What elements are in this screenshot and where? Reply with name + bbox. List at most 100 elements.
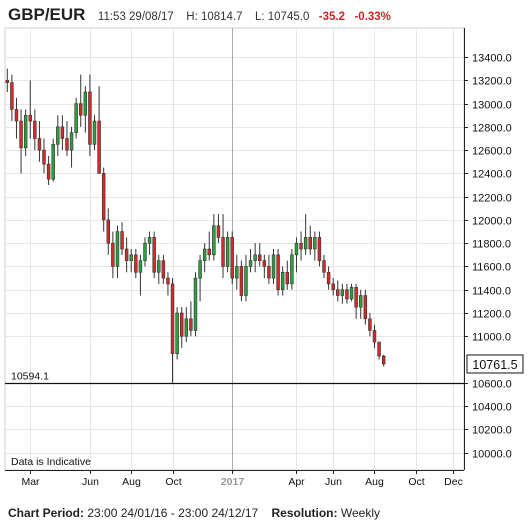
candle [381, 354, 386, 367]
candle-body-up [212, 225, 216, 256]
x-tick-label: Jun [82, 476, 99, 488]
candle-body-down [189, 318, 193, 331]
candle-body-up [56, 126, 60, 145]
candle-body-down [37, 138, 42, 151]
y-tick-label: 10200.0 [472, 425, 512, 437]
candle-body-down [166, 277, 170, 285]
candle-body-down [5, 80, 10, 83]
candle [345, 283, 349, 304]
candle [79, 74, 83, 127]
x-tick-label: Dec [444, 476, 463, 488]
candle-body-down [134, 254, 138, 273]
y-tick-label: 13000.0 [472, 100, 512, 112]
candle [97, 86, 101, 174]
quote-change-pct: -0.33% [354, 11, 391, 23]
candle-body-down [336, 289, 340, 296]
candle-body-up [248, 260, 253, 267]
candle [83, 86, 88, 133]
candle [115, 225, 120, 279]
candle-body-up [303, 237, 308, 250]
candle-body-down [33, 120, 37, 139]
candle [267, 254, 271, 284]
candle-body-down [19, 120, 23, 149]
candle-body-down [216, 225, 221, 238]
candle-body-down [42, 149, 46, 165]
x-tick-label: Oct [408, 476, 424, 488]
candle [23, 109, 28, 156]
y-tick-label: 11000.0 [472, 332, 511, 344]
candle-body-down [161, 260, 166, 279]
candle-body-up [290, 254, 294, 285]
candle [92, 115, 97, 151]
candle [184, 307, 189, 343]
candle-body-down [60, 126, 65, 139]
candle-body-down [88, 91, 92, 145]
resolution-label: Resolution: [271, 506, 338, 520]
candle [225, 231, 230, 273]
quote-time: 11:53 29/08/17 [97, 11, 174, 23]
candle-body-up [143, 242, 147, 261]
x-tick-label: Aug [365, 476, 384, 488]
candle-body-down [10, 82, 14, 110]
candle [336, 280, 340, 302]
candle-body-down [239, 266, 244, 296]
candle [354, 283, 358, 319]
candle-body-up [235, 266, 239, 279]
candle [377, 341, 381, 360]
chart-grid [4, 27, 465, 471]
candle [189, 301, 193, 337]
candle-body-down [317, 237, 322, 261]
candle-body-down [221, 237, 225, 267]
candle [294, 237, 299, 273]
candle [198, 254, 202, 302]
candle [322, 254, 326, 279]
candle [340, 283, 345, 304]
candle [290, 249, 294, 290]
candle-body-down [345, 289, 349, 300]
candle [230, 231, 234, 284]
candle [46, 155, 51, 186]
y-tick-label: 10400.0 [472, 402, 512, 414]
candle-body-down [152, 237, 156, 273]
plot-frame [4, 27, 465, 471]
candle-body-up [193, 277, 198, 331]
candle-body-up [202, 248, 207, 261]
candle [14, 97, 19, 139]
candle-body-down [267, 266, 271, 279]
y-tick-label: 12000.0 [472, 216, 512, 228]
candle-body-down [230, 237, 234, 279]
candle-body-down [97, 120, 101, 174]
candle [313, 231, 317, 261]
candle [101, 167, 106, 232]
candle [248, 249, 253, 273]
y-tick-label: 12400.0 [472, 169, 512, 181]
candle [235, 254, 239, 290]
indicative-note: Data is Indicative [11, 456, 91, 468]
candle [69, 126, 74, 168]
y-tick-label: 10000.0 [472, 449, 512, 461]
candle-body-up [92, 120, 97, 145]
candle [138, 254, 143, 296]
candle [143, 237, 147, 267]
candle-body-down [322, 260, 326, 273]
period-label: Chart Period: [8, 506, 85, 520]
candle [253, 243, 257, 273]
candle [74, 97, 78, 139]
y-tick-label: 12800.0 [472, 123, 512, 135]
y-tick-label: 13200.0 [472, 76, 512, 88]
candle-body-down [331, 283, 335, 291]
candle-body-down [258, 254, 262, 261]
candle [326, 266, 331, 290]
candle-body-up [244, 266, 248, 296]
candle [372, 324, 377, 348]
candles-layer [5, 68, 386, 383]
candle-body-up [253, 254, 257, 261]
quote-low: L: 10745.0 [254, 11, 310, 23]
candle-body-down [207, 248, 211, 256]
chart-axes [5, 28, 468, 474]
last-price-label: 10761.5 [472, 358, 517, 372]
candle [317, 231, 322, 267]
candle [212, 214, 216, 261]
candle-body-down [79, 103, 83, 116]
